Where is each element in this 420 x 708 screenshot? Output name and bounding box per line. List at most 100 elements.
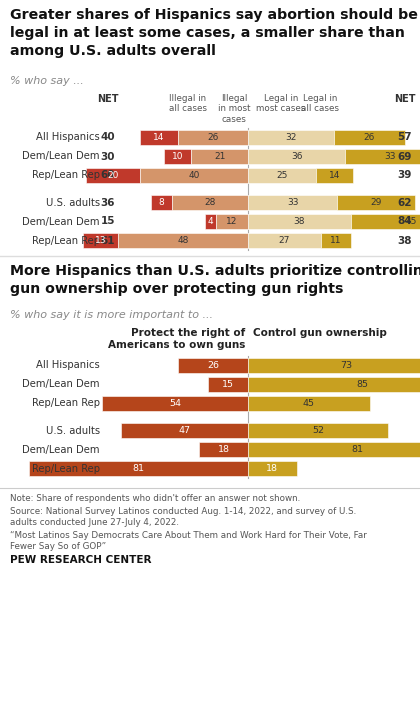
Bar xyxy=(248,233,321,248)
Text: 61: 61 xyxy=(101,236,115,246)
Text: 20: 20 xyxy=(108,171,119,180)
Text: 52: 52 xyxy=(312,426,324,435)
Text: 38: 38 xyxy=(294,217,305,226)
Text: 14: 14 xyxy=(329,171,340,180)
Text: Greater shares of Hispanics say abortion should be
legal in at least some cases,: Greater shares of Hispanics say abortion… xyxy=(10,8,418,57)
Text: 81: 81 xyxy=(133,464,144,473)
Bar xyxy=(321,233,351,248)
Bar xyxy=(172,195,248,210)
Text: 45: 45 xyxy=(303,399,315,408)
Bar xyxy=(315,168,353,183)
Text: Protect the right of
Americans to own guns: Protect the right of Americans to own gu… xyxy=(108,328,245,350)
Bar xyxy=(337,195,415,210)
Text: 85: 85 xyxy=(357,380,369,389)
Text: 21: 21 xyxy=(214,152,226,161)
Text: U.S. adults: U.S. adults xyxy=(46,426,100,435)
Bar xyxy=(191,149,248,164)
Text: 38: 38 xyxy=(398,236,412,246)
Text: 45: 45 xyxy=(406,217,417,226)
Bar xyxy=(248,149,345,164)
Text: Dem/Lean Dem: Dem/Lean Dem xyxy=(23,379,100,389)
Text: Dem/Lean Dem: Dem/Lean Dem xyxy=(23,217,100,227)
Text: All Hispanics: All Hispanics xyxy=(36,132,100,142)
Text: 18: 18 xyxy=(218,445,230,454)
Bar xyxy=(102,396,248,411)
Text: Dem/Lean Dem: Dem/Lean Dem xyxy=(23,445,100,455)
Text: Dem/Lean Dem: Dem/Lean Dem xyxy=(23,152,100,161)
Bar xyxy=(121,423,248,438)
Text: % who say ...: % who say ... xyxy=(10,76,84,86)
Text: Note: Share of respondents who didn't offer an answer not shown.: Note: Share of respondents who didn't of… xyxy=(10,494,300,503)
Bar xyxy=(140,130,178,145)
Bar xyxy=(29,461,248,476)
Text: Rep/Lean Rep: Rep/Lean Rep xyxy=(32,399,100,409)
Bar xyxy=(248,442,420,457)
Text: 27: 27 xyxy=(279,236,290,245)
Text: All Hispanics: All Hispanics xyxy=(36,360,100,370)
Bar xyxy=(351,214,420,229)
Bar xyxy=(164,149,191,164)
Bar xyxy=(248,396,370,411)
Bar xyxy=(200,442,248,457)
Text: U.S. adults: U.S. adults xyxy=(46,198,100,207)
Text: 57: 57 xyxy=(398,132,412,142)
Text: 10: 10 xyxy=(172,152,184,161)
Text: 60: 60 xyxy=(101,171,115,181)
Text: Rep/Lean Rep: Rep/Lean Rep xyxy=(32,236,100,246)
Text: “Most Latinos Say Democrats Care About Them and Work Hard for Their Vote, Far
Fe: “Most Latinos Say Democrats Care About T… xyxy=(10,531,367,551)
Text: 40: 40 xyxy=(101,132,116,142)
Text: 26: 26 xyxy=(207,133,218,142)
Text: 30: 30 xyxy=(101,152,115,161)
Text: 14: 14 xyxy=(153,133,165,142)
Bar xyxy=(248,358,420,373)
Bar xyxy=(248,214,351,229)
Text: % who say it is more important to ...: % who say it is more important to ... xyxy=(10,310,213,320)
Text: 84: 84 xyxy=(398,217,412,227)
Text: Control gun ownership: Control gun ownership xyxy=(253,328,387,338)
Text: Source: National Survey Latinos conducted Aug. 1-14, 2022, and survey of U.S.
ad: Source: National Survey Latinos conducte… xyxy=(10,507,356,527)
Text: 25: 25 xyxy=(276,171,287,180)
Text: 54: 54 xyxy=(169,399,181,408)
Text: 40: 40 xyxy=(188,171,199,180)
Text: PEW RESEARCH CENTER: PEW RESEARCH CENTER xyxy=(10,555,152,565)
Bar xyxy=(248,195,337,210)
Text: 62: 62 xyxy=(398,198,412,207)
Text: Rep/Lean Rep: Rep/Lean Rep xyxy=(32,464,100,474)
Bar xyxy=(140,168,248,183)
Text: NET: NET xyxy=(394,94,416,104)
Bar xyxy=(86,168,140,183)
Bar xyxy=(248,377,420,392)
Text: Illegal
in most
cases: Illegal in most cases xyxy=(218,94,250,124)
Bar xyxy=(178,130,248,145)
Bar xyxy=(215,214,248,229)
Bar xyxy=(207,377,248,392)
Text: 48: 48 xyxy=(178,236,189,245)
Text: 36: 36 xyxy=(291,152,302,161)
Text: 15: 15 xyxy=(222,380,234,389)
Text: 47: 47 xyxy=(178,426,191,435)
Text: 33: 33 xyxy=(384,152,396,161)
Text: 39: 39 xyxy=(398,171,412,181)
Text: Rep/Lean Rep: Rep/Lean Rep xyxy=(32,171,100,181)
Text: 32: 32 xyxy=(286,133,297,142)
Text: Illegal in
all cases: Illegal in all cases xyxy=(169,94,207,113)
Bar xyxy=(248,168,315,183)
Bar xyxy=(334,130,404,145)
Text: 8: 8 xyxy=(159,198,165,207)
Bar xyxy=(248,461,297,476)
Text: 36: 36 xyxy=(101,198,115,207)
Text: 13: 13 xyxy=(95,236,107,245)
Bar xyxy=(248,423,388,438)
Bar xyxy=(151,195,172,210)
Text: 69: 69 xyxy=(398,152,412,161)
Text: 11: 11 xyxy=(330,236,341,245)
Text: 81: 81 xyxy=(352,445,363,454)
Bar xyxy=(205,214,215,229)
Text: More Hispanics than U.S. adults prioritize controlling
gun ownership over protec: More Hispanics than U.S. adults prioriti… xyxy=(10,264,420,296)
Text: 4: 4 xyxy=(207,217,213,226)
Text: 26: 26 xyxy=(364,133,375,142)
Text: 73: 73 xyxy=(341,361,353,370)
Bar xyxy=(83,233,118,248)
Bar xyxy=(345,149,420,164)
Text: 28: 28 xyxy=(205,198,216,207)
